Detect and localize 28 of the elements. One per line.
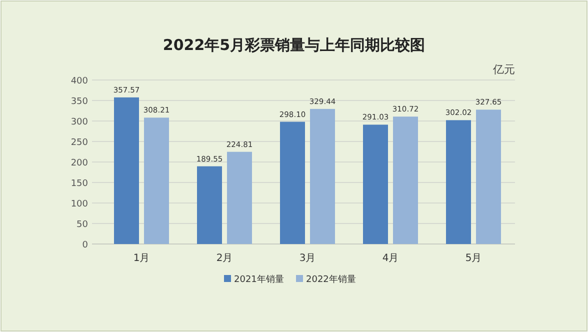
y-tick-label: 300 [70, 118, 88, 128]
y-tick-label: 0 [82, 240, 88, 250]
y-tick-label: 50 [76, 220, 88, 230]
bar [144, 118, 169, 244]
y-tick-label: 400 [70, 76, 88, 86]
bar [393, 116, 418, 244]
y-tick-label: 100 [70, 200, 88, 210]
chart-title: 2022年5月彩票销量与上年同期比较图 [162, 36, 426, 54]
x-tick-label: 2月 [216, 253, 233, 264]
y-tick-label: 200 [70, 158, 88, 168]
bar [197, 166, 222, 244]
bar [476, 110, 501, 244]
legend-label: 2022年销量 [306, 274, 356, 285]
bar [363, 124, 388, 244]
bar [114, 97, 139, 244]
x-tick-label: 4月 [382, 253, 399, 264]
x-tick-label: 1月 [133, 253, 150, 264]
legend-label: 2021年销量 [234, 274, 284, 285]
y-axis-title: 亿元 [492, 63, 515, 76]
bar [446, 120, 471, 244]
x-tick-label: 3月 [299, 253, 316, 264]
bar [227, 152, 252, 244]
bar [280, 122, 305, 244]
bar [310, 108, 335, 244]
x-tick-label: 5月 [465, 253, 482, 264]
y-tick-label: 250 [70, 138, 88, 148]
y-tick-label: 150 [70, 179, 88, 189]
y-tick-label: 350 [70, 97, 88, 107]
